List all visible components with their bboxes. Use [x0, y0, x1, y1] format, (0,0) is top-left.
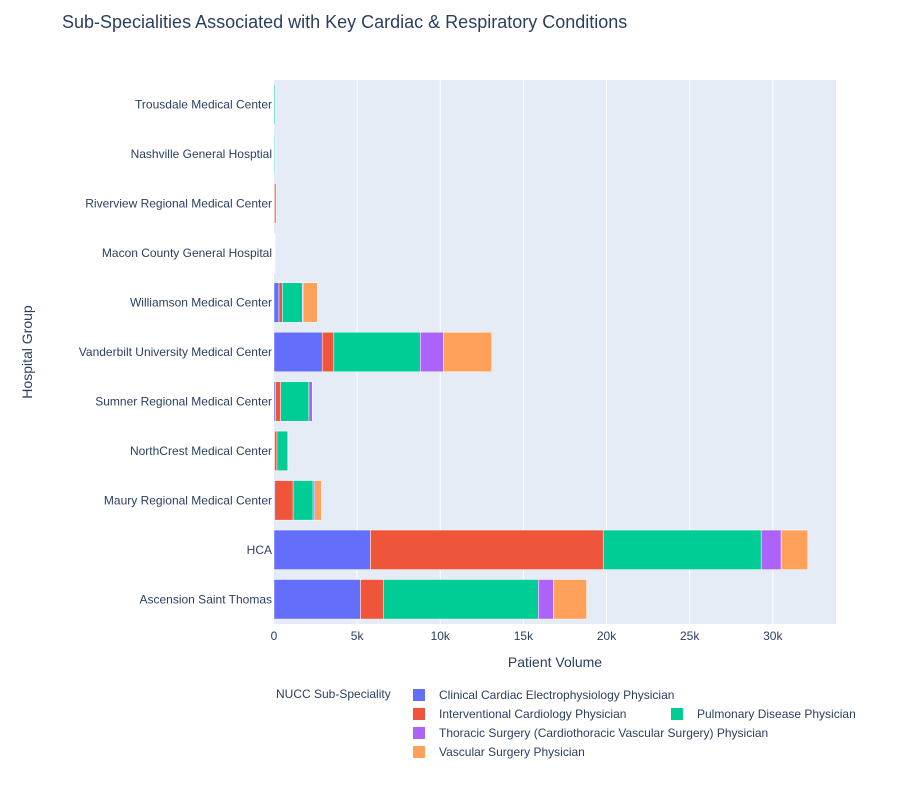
- bar-segment[interactable]: [273, 282, 280, 323]
- bar-segment[interactable]: [538, 579, 554, 620]
- bar-segment[interactable]: [287, 430, 289, 471]
- x-tick-label: 20k: [597, 629, 617, 643]
- legend: NUCC Sub-Speciality Clinical Cardiac Ele…: [276, 687, 856, 759]
- legend-swatch[interactable]: [413, 689, 425, 701]
- bar-segment[interactable]: [273, 579, 361, 620]
- bar-segment[interactable]: [273, 529, 371, 570]
- x-tick-label: 25k: [680, 629, 700, 643]
- y-tick-label: Riverview Regional Medical Center: [85, 197, 272, 211]
- bar-segment[interactable]: [780, 529, 808, 570]
- y-tick-label: NorthCrest Medical Center: [130, 444, 272, 458]
- x-tick-label: 0: [271, 629, 278, 643]
- legend-swatch[interactable]: [413, 708, 425, 720]
- legend-swatch[interactable]: [413, 746, 425, 758]
- y-tick-label: Ascension Saint Thomas: [139, 592, 272, 606]
- chart-title: Sub-Specialities Associated with Key Car…: [62, 12, 627, 32]
- x-tick-label: 5k: [351, 629, 365, 643]
- bar-segment[interactable]: [273, 331, 323, 373]
- bar-segment[interactable]: [292, 480, 314, 521]
- x-tick-label: 30k: [763, 629, 783, 643]
- bar-segment[interactable]: [760, 529, 782, 570]
- bar-segment[interactable]: [553, 579, 587, 620]
- y-tick-label: HCA: [247, 543, 272, 557]
- bar-segment[interactable]: [333, 331, 421, 373]
- bar-segment[interactable]: [443, 331, 493, 373]
- bar-segment[interactable]: [273, 84, 276, 125]
- bar-segment[interactable]: [274, 480, 294, 521]
- bar-segment[interactable]: [360, 579, 384, 620]
- y-tick-label: Trousdale Medical Center: [135, 98, 272, 112]
- bar-segment[interactable]: [383, 579, 539, 620]
- x-axis-title: Patient Volume: [508, 654, 602, 670]
- bar-segment[interactable]: [302, 282, 318, 323]
- y-tick-label: Macon County General Hospital: [102, 246, 272, 260]
- legend-item-label[interactable]: Pulmonary Disease Physician: [697, 707, 856, 721]
- bar-segment[interactable]: [420, 331, 444, 373]
- bar-segment[interactable]: [273, 134, 276, 175]
- y-tick-label: Vanderbilt University Medical Center: [79, 345, 272, 359]
- legend-title: NUCC Sub-Speciality: [276, 687, 391, 701]
- legend-item-label[interactable]: Vascular Surgery Physician: [439, 745, 585, 759]
- y-tick-label: Williamson Medical Center: [130, 296, 272, 310]
- bar-segment[interactable]: [370, 529, 604, 570]
- y-tick-label: Maury Regional Medical Center: [104, 493, 272, 507]
- bar-segment[interactable]: [274, 233, 276, 274]
- legend-swatch[interactable]: [413, 727, 425, 739]
- x-tick-labels: 0 5k 10k 15k 20k 25k 30k: [271, 629, 784, 643]
- legend-swatch[interactable]: [671, 708, 683, 720]
- legend-item-label[interactable]: Clinical Cardiac Electrophysiology Physi…: [439, 688, 674, 702]
- bar-segment[interactable]: [275, 381, 281, 422]
- bars: [273, 84, 808, 620]
- legend-item-label[interactable]: Interventional Cardiology Physician: [439, 707, 626, 721]
- bar-segment[interactable]: [282, 282, 303, 323]
- bar-segment[interactable]: [280, 381, 310, 422]
- x-tick-label: 10k: [431, 629, 451, 643]
- bar-segment[interactable]: [274, 430, 278, 471]
- y-tick-label: Sumner Regional Medical Center: [95, 394, 272, 408]
- legend-item-label[interactable]: Thoracic Surgery (Cardiothoracic Vascula…: [439, 726, 768, 740]
- x-tick-label: 15k: [514, 629, 534, 643]
- y-tick-label: Nashville General Hosptial: [131, 147, 272, 161]
- bar-segment[interactable]: [602, 529, 762, 570]
- bar-segment[interactable]: [308, 381, 313, 422]
- bar-segment[interactable]: [278, 282, 283, 323]
- y-axis-title: Hospital Group: [19, 305, 35, 399]
- bar-segment[interactable]: [321, 331, 335, 373]
- bar-segment[interactable]: [274, 183, 277, 224]
- bar-segment[interactable]: [314, 480, 322, 521]
- bar-segment[interactable]: [276, 430, 289, 471]
- y-tick-labels: Ascension Saint Thomas HCA Maury Regional …: [79, 98, 272, 607]
